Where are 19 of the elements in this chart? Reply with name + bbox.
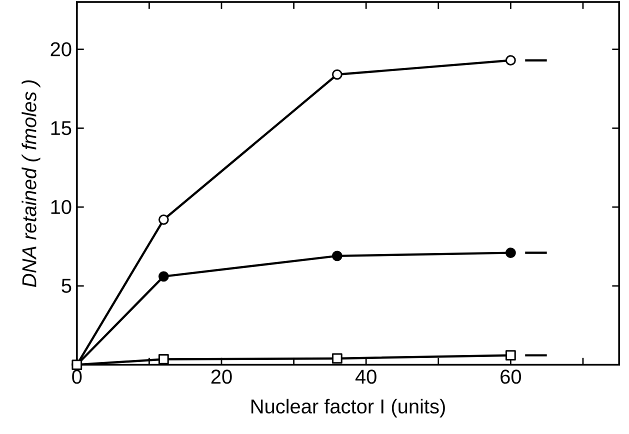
point [158, 354, 169, 365]
x-tick-label: 0 [72, 370, 82, 384]
y-axis-title: DNA retained ( fmoles ) [22, 80, 40, 288]
point [158, 271, 169, 282]
x-tick-label: 20 [211, 370, 232, 384]
point [332, 353, 342, 364]
point [332, 69, 342, 80]
x-axis-title: Nuclear factor I (units) [251, 398, 445, 418]
x-tick-label: 60 [500, 370, 521, 384]
y-tick-label: 5 [62, 279, 72, 293]
y-tick-label: 20 [50, 42, 72, 56]
point [158, 214, 169, 225]
point [505, 350, 516, 361]
x-tick-label: 40 [355, 370, 376, 384]
y-tick-label: 15 [51, 121, 72, 136]
y-tick-label: 10 [51, 200, 72, 214]
point [332, 250, 342, 262]
point [505, 55, 516, 66]
point [505, 248, 516, 258]
